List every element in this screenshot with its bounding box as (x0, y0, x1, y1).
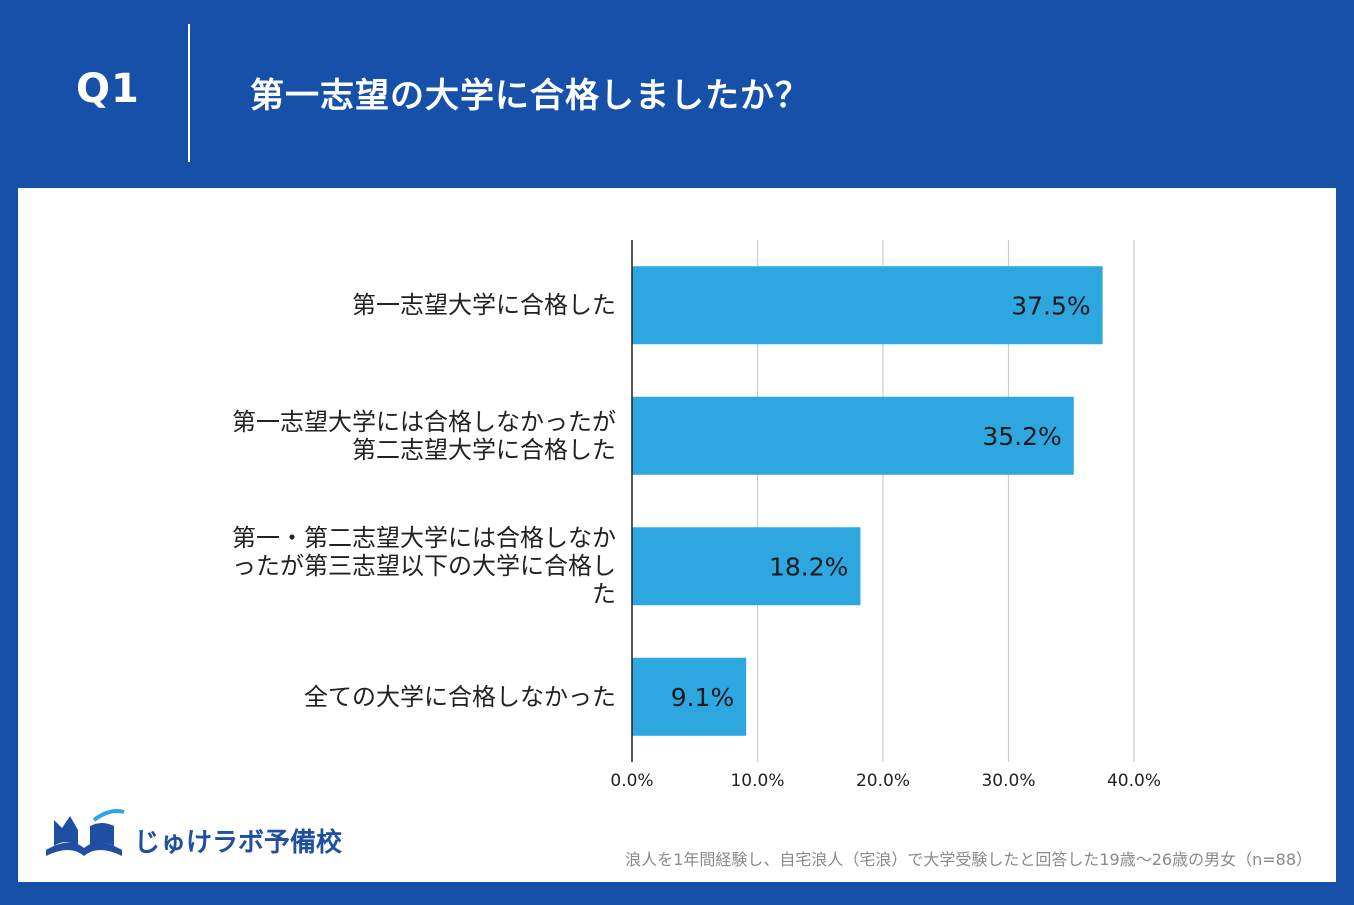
x-tick-label: 10.0% (730, 771, 784, 791)
x-tick-label: 40.0% (1107, 771, 1161, 791)
x-tick-label: 30.0% (981, 771, 1035, 791)
category-label: 第一・第二志望大学には合格しなか ったが第三志望以下の大学に合格し た (232, 524, 616, 609)
chart-panel: 0.0% 10.0% 20.0% 30.0% 40.0% 37.5% 35.2% 18.2% 9… (18, 188, 1336, 882)
question-number: Q1 (76, 66, 140, 112)
bar-value-label: 35.2% (982, 422, 1061, 451)
header: Q1 第一志望の大学に合格しましたか？ (0, 0, 1354, 188)
bar (632, 266, 1103, 345)
bar (632, 527, 861, 606)
brand-logo: じゅけラボ予備校 (40, 806, 360, 870)
logo-text: じゅけラボ予備校 (134, 828, 343, 858)
question-title: 第一志望の大学に合格しましたか？ (250, 76, 810, 116)
bar-value-label: 18.2% (769, 552, 848, 581)
bar-value-label: 9.1% (671, 683, 735, 712)
bar-value-label: 37.5% (1011, 291, 1090, 320)
book-logo-icon (46, 809, 125, 856)
category-label: 全ての大学に合格しなかった (304, 682, 616, 711)
header-divider (188, 24, 190, 162)
bar-chart: 0.0% 10.0% 20.0% 30.0% 40.0% 37.5% 35.2% 18.2% 9… (610, 240, 1161, 791)
category-label: 第一志望大学には合格しなかったが 第二志望大学に合格した (232, 407, 616, 464)
x-tick-label: 20.0% (856, 771, 910, 791)
category-label: 第一志望大学に合格した (352, 291, 616, 320)
footnote: 浪人を1年間経験し、自宅浪人（宅浪）で大学受験したと回答した19歳〜26歳の男女… (625, 850, 1312, 869)
bar (632, 657, 747, 736)
x-tick-label: 0.0% (610, 771, 653, 791)
bar (632, 396, 1074, 475)
